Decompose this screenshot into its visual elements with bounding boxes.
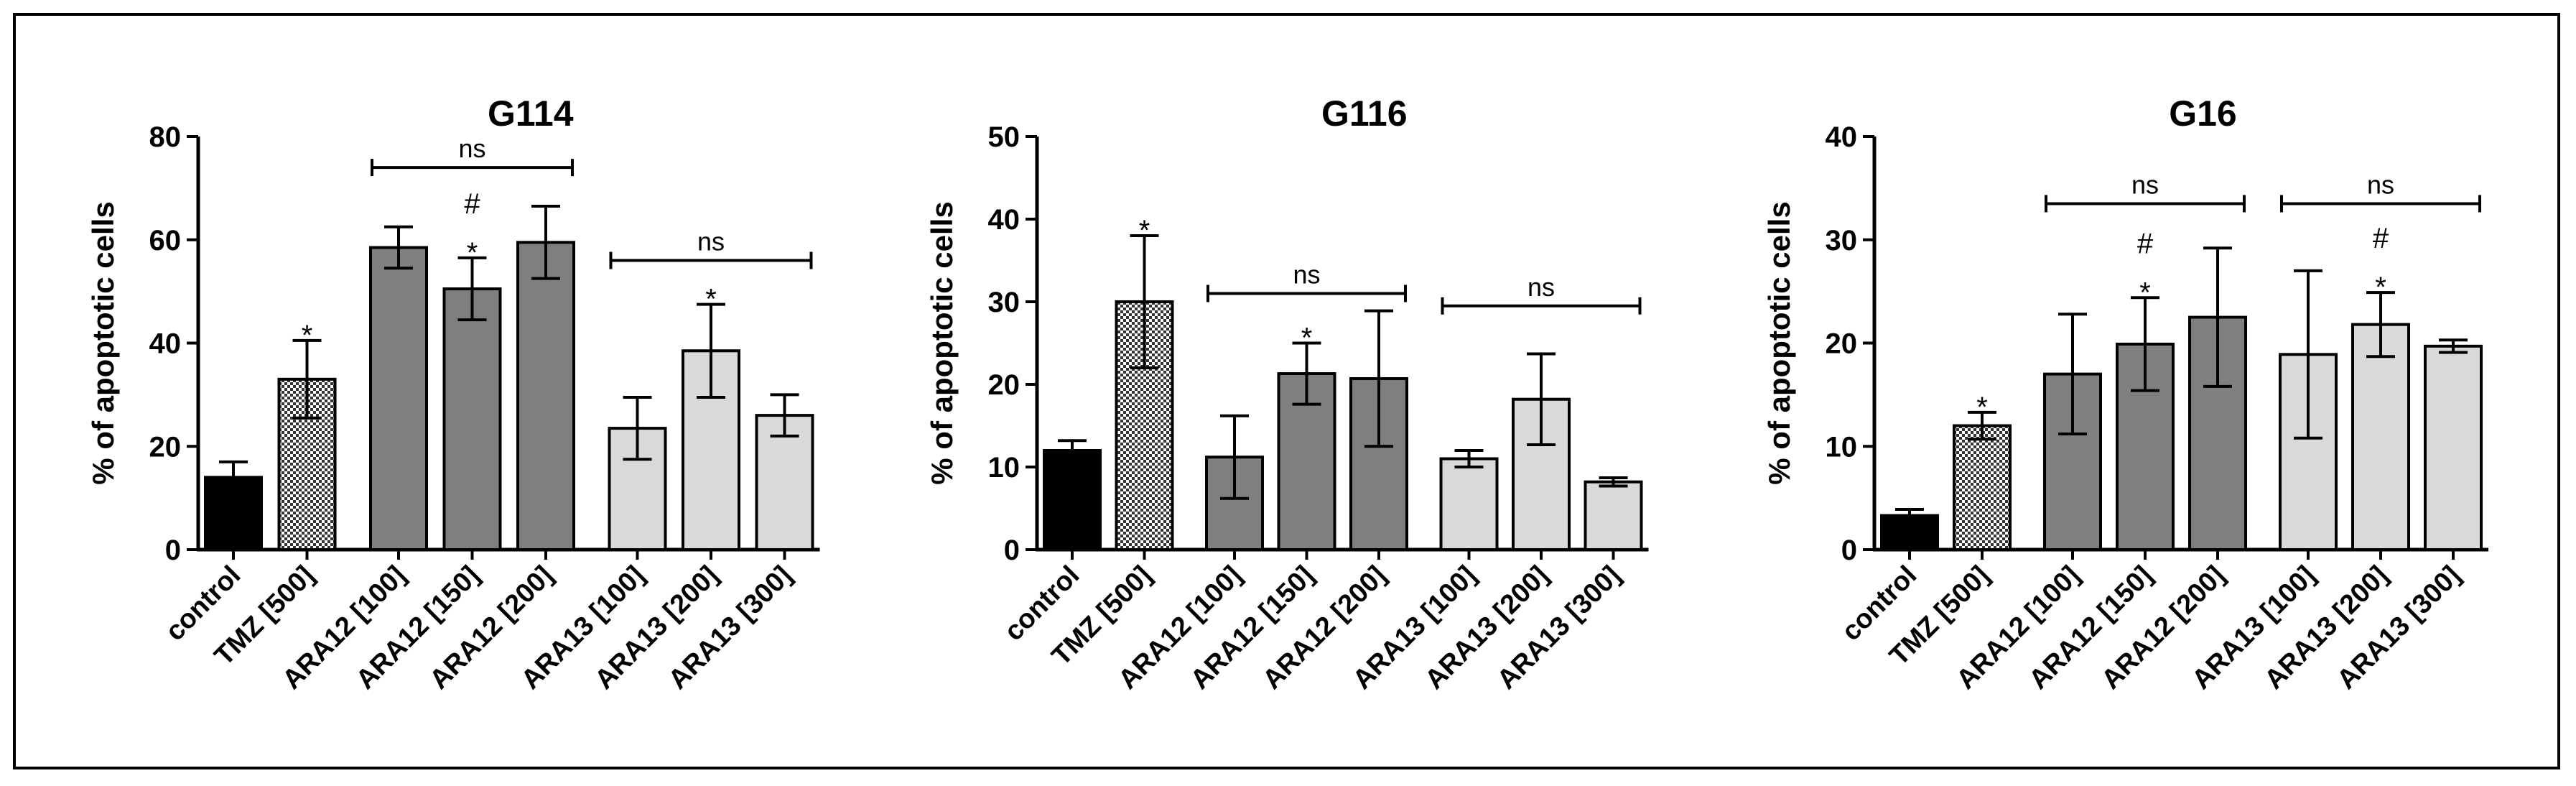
significance-mark: * (2139, 277, 2151, 308)
bar (1439, 457, 1499, 551)
chart-panel-g16: G16% of apoptotic cells010203040controlT… (1762, 93, 2488, 695)
ns-label: ns (2131, 170, 2159, 199)
significance-mark: * (2375, 272, 2386, 303)
y-tick-label: 50 (988, 121, 1020, 153)
significance-mark: # (2137, 228, 2154, 259)
ns-label: ns (1293, 260, 1320, 290)
y-tick-label: 20 (149, 431, 182, 463)
y-tick-label: 0 (165, 535, 181, 566)
chart-title: G16 (2169, 93, 2237, 134)
ns-label: ns (697, 227, 725, 256)
significance-mark: * (705, 284, 717, 315)
significance-mark: * (1301, 323, 1313, 354)
y-tick-label: 30 (988, 287, 1020, 318)
y-tick-label: 0 (1004, 535, 1020, 566)
bar (1043, 449, 1102, 551)
ns-label: ns (1528, 272, 1555, 302)
y-axis-label: % of apoptotic cells (86, 201, 120, 484)
significance-mark: * (1139, 215, 1150, 246)
chart-panel-g116: G116% of apoptotic cells01020304050contr… (925, 93, 1649, 695)
ns-label: ns (458, 134, 485, 163)
bar (516, 241, 575, 551)
ns-label: ns (2367, 170, 2394, 199)
y-tick-label: 40 (1826, 121, 1858, 153)
x-tick-label: ARA12 [150] (1185, 560, 1320, 695)
y-tick-label: 40 (988, 204, 1020, 236)
y-tick-label: 30 (1826, 225, 1858, 256)
y-axis-label: % of apoptotic cells (1762, 201, 1796, 484)
y-tick-label: 0 (1841, 535, 1857, 566)
significance-mark: * (302, 320, 313, 351)
bar (369, 246, 428, 551)
chart-panel-g114: G114% of apoptotic cells020406080control… (86, 93, 820, 695)
y-tick-label: 10 (988, 452, 1020, 484)
y-tick-label: 60 (149, 225, 182, 256)
x-tick-label: ARA13 [300] (1492, 560, 1627, 695)
y-tick-label: 80 (149, 121, 182, 153)
significance-mark: * (1976, 392, 1988, 423)
y-tick-label: 20 (1826, 328, 1858, 360)
significance-mark: * (467, 237, 478, 269)
y-axis-label: % of apoptotic cells (925, 201, 959, 484)
significance-mark: # (464, 188, 480, 220)
y-tick-label: 10 (1826, 431, 1858, 463)
bar (1115, 300, 1174, 551)
bar (755, 414, 814, 551)
bar (277, 377, 337, 551)
y-tick-label: 20 (988, 369, 1020, 401)
bar (2424, 344, 2483, 551)
bar (1584, 480, 1643, 552)
bar (1953, 424, 2012, 551)
y-tick-label: 40 (149, 328, 182, 360)
significance-mark: # (2373, 223, 2389, 254)
chart-title: G114 (488, 93, 574, 134)
bar (442, 287, 502, 551)
x-tick-label: ARA13 [200] (1419, 560, 1554, 695)
bar (2351, 323, 2410, 551)
chart-title: G116 (1321, 93, 1408, 134)
